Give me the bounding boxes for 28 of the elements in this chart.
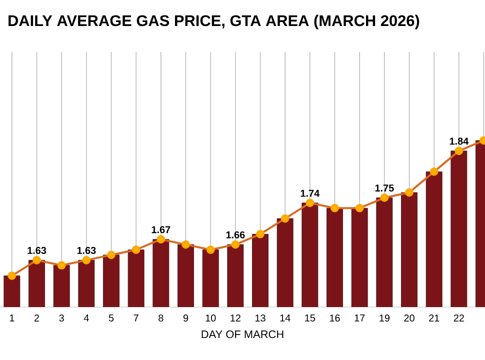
x-tick-label: 22 [454, 314, 464, 322]
x-tick-label: 21 [429, 314, 440, 322]
x-tick-label: 7 [134, 314, 138, 322]
x-tick-label: 5 [108, 314, 114, 322]
data-label: 1.74 [300, 190, 320, 197]
x-axis-title: DAY OF MARCH [202, 330, 284, 338]
x-tick-label: 2 [34, 314, 40, 322]
x-tick-label: 19 [380, 314, 390, 322]
x-tick-label: 13 [255, 314, 266, 322]
x-tick-label: 20 [404, 314, 414, 322]
x-tick-label: 4 [84, 314, 89, 322]
x-tick-label: 15 [305, 314, 316, 322]
data-label: 1.63 [28, 246, 46, 254]
data-label: 1.63 [77, 246, 96, 254]
x-tick-label: 3 [59, 314, 64, 322]
chart-title: DAILY AVERAGE GAS PRICE, GTA AREA (MARCH 2026) [8, 14, 420, 30]
x-tick-label: 9 [183, 314, 188, 322]
x-tick-label: 17 [354, 314, 365, 322]
x-tick-label: 10 [206, 314, 216, 322]
x-tick-label: 8 [158, 314, 164, 322]
data-label: 1.75 [375, 184, 394, 192]
data-label: 1.67 [152, 226, 170, 234]
x-tick-label: 16 [330, 314, 340, 322]
x-tick-label: 1 [10, 314, 14, 322]
data-label: 1.84 [450, 138, 469, 145]
data-label: 1.66 [226, 231, 245, 238]
x-tick-label: 12 [230, 314, 240, 322]
x-tick-label: 14 [280, 314, 290, 322]
